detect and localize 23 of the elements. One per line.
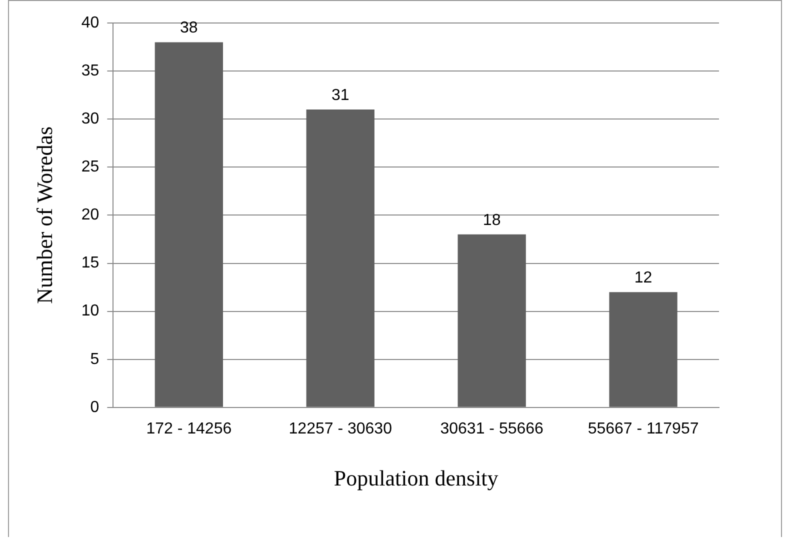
data-label: 12 bbox=[634, 269, 652, 286]
x-tick-label: 30631 - 55666 bbox=[440, 420, 544, 438]
x-axis-title: Population density bbox=[334, 466, 498, 491]
y-axis-title: Number of Woredas bbox=[32, 126, 57, 304]
y-tick-label: 35 bbox=[81, 62, 100, 80]
x-tick-label: 55667 - 117957 bbox=[588, 420, 699, 438]
y-tick-label: 5 bbox=[90, 350, 100, 368]
data-label: 38 bbox=[180, 20, 198, 37]
y-tick-label: 40 bbox=[81, 14, 100, 32]
x-tick-label: 172 - 14256 bbox=[146, 420, 232, 438]
y-tick-label: 15 bbox=[81, 254, 100, 272]
y-tick-label: 10 bbox=[81, 302, 100, 320]
bar bbox=[609, 292, 678, 407]
x-tick-label: 12257 - 30630 bbox=[288, 420, 392, 438]
data-label: 18 bbox=[482, 212, 501, 229]
y-tick-label: 30 bbox=[81, 110, 100, 128]
y-tick-label: 20 bbox=[81, 206, 100, 224]
bar bbox=[306, 109, 374, 407]
bar bbox=[154, 42, 223, 407]
y-tick-label: 25 bbox=[81, 158, 100, 176]
y-tick-label: 0 bbox=[90, 398, 100, 416]
data-label: 31 bbox=[331, 86, 350, 104]
bar bbox=[458, 234, 526, 407]
